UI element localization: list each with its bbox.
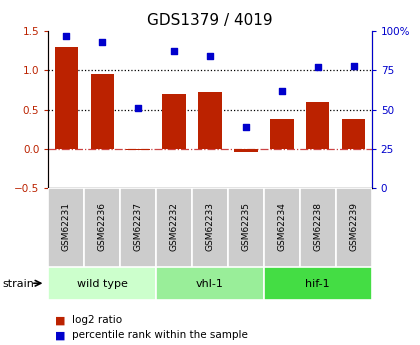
FancyBboxPatch shape (192, 188, 228, 267)
Text: GSM62235: GSM62235 (241, 201, 250, 250)
FancyBboxPatch shape (264, 188, 300, 267)
Text: GSM62231: GSM62231 (62, 201, 71, 250)
Bar (198, 92, 222, 149)
Text: vhl-1: vhl-1 (196, 279, 224, 289)
FancyBboxPatch shape (48, 188, 84, 267)
Bar (270, 119, 294, 149)
FancyBboxPatch shape (84, 188, 120, 267)
Point (243, 124, 249, 130)
Point (63, 33, 70, 39)
Bar (126, 149, 150, 150)
Point (278, 88, 285, 93)
Text: log2 ratio: log2 ratio (72, 315, 122, 325)
Text: GSM62237: GSM62237 (134, 201, 143, 250)
Text: ■: ■ (55, 331, 65, 340)
Point (171, 49, 177, 54)
Point (207, 53, 213, 59)
Bar (342, 119, 365, 149)
FancyBboxPatch shape (264, 267, 372, 300)
Bar (306, 102, 329, 149)
Text: GSM62234: GSM62234 (277, 202, 286, 250)
Text: GSM62239: GSM62239 (349, 201, 358, 250)
Text: ■: ■ (55, 315, 65, 325)
FancyBboxPatch shape (336, 188, 372, 267)
Bar (91, 74, 114, 149)
Bar (163, 94, 186, 149)
FancyBboxPatch shape (300, 188, 336, 267)
FancyBboxPatch shape (48, 267, 156, 300)
Text: hif-1: hif-1 (305, 279, 330, 289)
Bar (234, 149, 257, 152)
Text: strain: strain (2, 279, 34, 288)
Bar (55, 47, 78, 149)
FancyBboxPatch shape (156, 267, 264, 300)
Text: percentile rank within the sample: percentile rank within the sample (72, 331, 248, 340)
Point (99, 39, 105, 45)
FancyBboxPatch shape (120, 188, 156, 267)
Point (350, 63, 357, 68)
Point (135, 105, 142, 111)
Text: GSM62236: GSM62236 (98, 201, 107, 250)
Title: GDS1379 / 4019: GDS1379 / 4019 (147, 13, 273, 29)
FancyBboxPatch shape (228, 188, 264, 267)
Text: GSM62232: GSM62232 (170, 202, 178, 250)
Text: GSM62238: GSM62238 (313, 201, 322, 250)
Point (315, 65, 321, 70)
FancyBboxPatch shape (156, 188, 192, 267)
Text: wild type: wild type (77, 279, 128, 289)
Text: GSM62233: GSM62233 (205, 201, 215, 250)
